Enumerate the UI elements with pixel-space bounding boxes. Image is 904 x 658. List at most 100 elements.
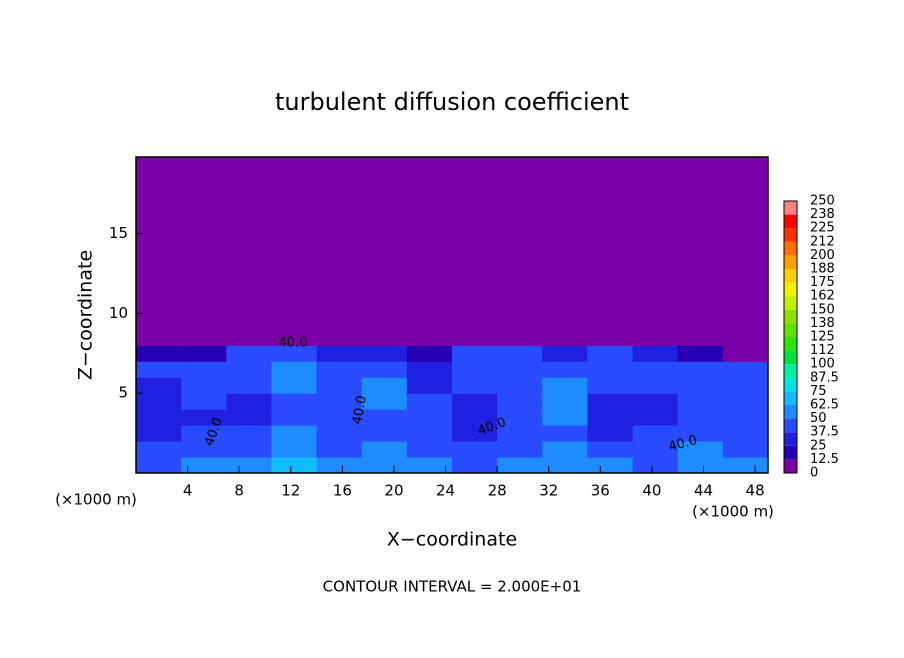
x-tick-label: 8: [234, 482, 244, 500]
field-cell: [497, 345, 543, 362]
field-cell: [497, 393, 543, 410]
field-cell: [722, 377, 769, 394]
field-cell: [587, 377, 634, 394]
field-cell: [542, 409, 588, 426]
colorbar-swatch: [784, 364, 797, 378]
field-cell: [497, 457, 543, 474]
y-tick-label: 10: [109, 304, 128, 322]
field-cell: [316, 441, 363, 458]
field-cell: [587, 441, 634, 458]
field-cell: [226, 409, 272, 426]
x-tick-label: 4: [183, 482, 193, 500]
field-cell: [361, 425, 408, 442]
field-cell: [316, 393, 363, 410]
field-cell: [587, 457, 634, 474]
colorbar-label: 125: [810, 330, 835, 345]
colorbar-label: 112: [810, 343, 835, 358]
field-cell: [226, 377, 272, 394]
field-cell: [406, 409, 453, 426]
field-cell: [497, 377, 543, 394]
field-cell: [632, 425, 679, 442]
field-cell: [632, 457, 679, 474]
field-cell: [136, 393, 182, 410]
field-cell: [587, 361, 634, 378]
colorbar-label: 87.5: [810, 370, 839, 385]
field-cell: [136, 457, 182, 474]
colorbar-label: 188: [810, 262, 835, 277]
field-cell: [406, 361, 453, 378]
field-cell: [722, 441, 769, 458]
colorbar-swatch: [784, 350, 797, 365]
field-cell: [542, 393, 588, 410]
colorbar-label: 100: [810, 357, 835, 372]
field-cell: [452, 345, 498, 362]
field-cell: [181, 457, 227, 474]
colorbar-swatch: [784, 323, 797, 337]
colorbar-label: 250: [810, 194, 835, 209]
field-cell: [542, 157, 588, 346]
colorbar-label: 25: [810, 438, 827, 453]
field-cell: [406, 377, 453, 394]
field-cell: [271, 361, 318, 378]
colorbar-label: 62.5: [810, 398, 839, 413]
field-cell: [722, 361, 769, 378]
field-cell: [271, 457, 318, 474]
field-cell: [406, 157, 453, 346]
colorbar-swatch: [784, 391, 797, 405]
field-cell: [361, 345, 408, 362]
field-cell: [722, 425, 769, 442]
x-axis-label: X−coordinate: [387, 529, 517, 551]
x-tick-label: 20: [384, 482, 403, 500]
field-cell: [542, 345, 588, 362]
field-cell: [452, 409, 498, 426]
colorbar-swatch: [784, 445, 797, 460]
field-cell: [181, 361, 227, 378]
field-cell: [452, 457, 498, 474]
field-cell: [452, 361, 498, 378]
field-cell: [136, 361, 182, 378]
field-cell: [677, 393, 724, 410]
field-cell: [136, 441, 182, 458]
field-cell: [452, 425, 498, 442]
colorbar-swatch: [784, 377, 797, 392]
field-cell: [316, 425, 363, 442]
field-cell: [361, 393, 408, 410]
x-unit-label: (×1000 m): [55, 491, 137, 509]
field-cell: [542, 441, 588, 458]
colorbar-swatch: [784, 269, 797, 283]
x-tick-label: 36: [591, 482, 610, 500]
field-cell: [587, 393, 634, 410]
colorbar-label: 75: [810, 384, 827, 399]
field-cell: [722, 157, 769, 346]
field-cell: [587, 425, 634, 442]
field-cell: [587, 157, 634, 346]
field-cell: [361, 361, 408, 378]
field-cell: [271, 345, 318, 362]
field-cell: [181, 157, 227, 346]
field-cell: [677, 377, 724, 394]
footer-note: CONTOUR INTERVAL = 2.000E+01: [323, 578, 582, 596]
field-cell: [271, 393, 318, 410]
colorbar-swatch: [784, 296, 797, 310]
field-cell: [226, 441, 272, 458]
field-cell: [181, 345, 227, 362]
field-cell: [316, 361, 363, 378]
field-cell: [406, 457, 453, 474]
field-cell: [677, 409, 724, 426]
field-cell: [181, 441, 227, 458]
colorbar-swatch: [784, 418, 797, 433]
field-cell: [677, 441, 724, 458]
field-cell: [587, 409, 634, 426]
field-cell: [361, 157, 408, 346]
field-cell: [361, 441, 408, 458]
field-cell: [632, 393, 679, 410]
field-cell: [316, 409, 363, 426]
field-cell: [136, 409, 182, 426]
y-axis-label: Z−coordinate: [75, 250, 97, 380]
colorbar-swatch: [784, 337, 797, 351]
field-cell: [677, 361, 724, 378]
field-cell: [316, 457, 363, 474]
field-cell: [497, 157, 543, 346]
field-cell: [497, 425, 543, 442]
